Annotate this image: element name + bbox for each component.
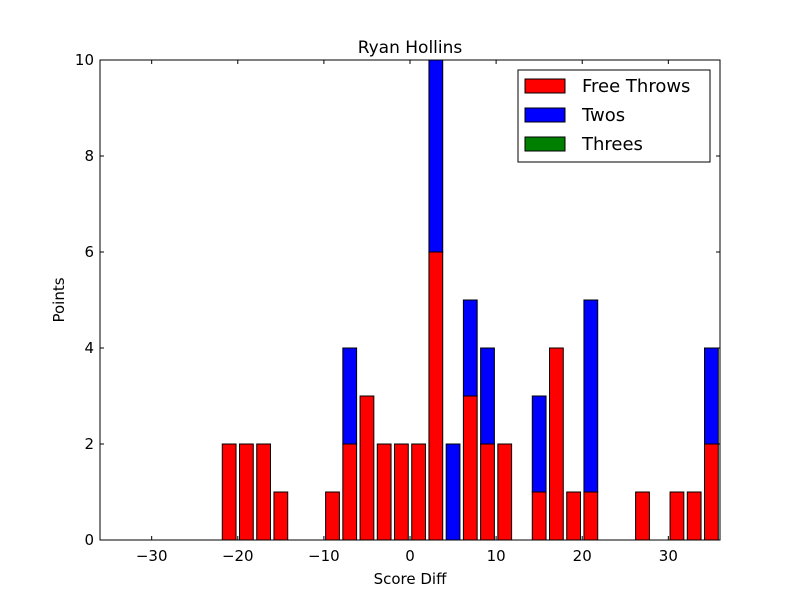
bar-twos: [428, 59, 444, 253]
bar-twos: [704, 347, 719, 445]
legend-swatch: [524, 136, 566, 152]
bar-free-throws: [583, 491, 599, 541]
bar-free-throws: [669, 491, 685, 541]
bar-free-throws: [221, 443, 237, 541]
x-tick-label: 20: [573, 547, 592, 565]
bar-twos: [342, 347, 358, 445]
y-tick-label: 8: [84, 147, 94, 165]
bar-free-throws: [635, 491, 650, 541]
bar-twos: [583, 299, 599, 493]
y-tick-label: 0: [84, 531, 94, 549]
y-axis-label: Points: [50, 277, 68, 322]
bar-free-throws: [566, 491, 582, 541]
bar-free-throws: [394, 443, 409, 541]
x-axis-ticks: −30 −20 −10 0 10 20 30: [136, 60, 678, 565]
bar-free-throws: [497, 443, 513, 541]
bar-free-throws: [325, 491, 340, 541]
legend-label: Free Throws: [582, 76, 690, 97]
bar-free-throws: [376, 443, 392, 541]
bar-free-throws: [480, 443, 495, 541]
legend-label: Twos: [581, 105, 625, 126]
bar-twos: [531, 395, 547, 493]
x-tick-label: −10: [308, 547, 340, 565]
x-tick-label: −20: [222, 547, 254, 565]
y-tick-label: 10: [75, 51, 94, 69]
y-tick-label: 4: [84, 339, 94, 357]
legend-swatch: [524, 107, 566, 123]
x-tick-label: 0: [405, 547, 415, 565]
bar-free-throws: [686, 491, 702, 541]
legend-label: Threes: [581, 134, 643, 155]
bar-free-throws: [273, 491, 289, 541]
bar-free-throws: [549, 347, 564, 541]
bar-twos: [445, 443, 461, 541]
y-axis-ticks: 0 2 4 6 8 10: [75, 51, 720, 549]
bar-free-throws: [342, 443, 358, 541]
bar-free-throws: [256, 443, 272, 541]
y-tick-label: 6: [84, 243, 94, 261]
bar-free-throws: [428, 251, 444, 541]
bar-free-throws: [462, 395, 478, 541]
x-tick-label: 30: [659, 547, 678, 565]
bar-twos: [462, 299, 478, 397]
x-axis-label: Score Diff: [374, 570, 447, 588]
bar-free-throws: [359, 395, 375, 541]
legend-swatch: [524, 78, 566, 94]
bar-free-throws: [531, 491, 547, 541]
bar-free-throws: [704, 443, 719, 541]
chart-title: Ryan Hollins: [358, 38, 463, 58]
bar-free-throws: [411, 443, 427, 541]
y-tick-label: 2: [84, 435, 94, 453]
bar-free-throws: [239, 443, 254, 541]
legend: Free Throws Twos Threes: [517, 69, 711, 163]
x-tick-label: 10: [487, 547, 506, 565]
bar-twos: [480, 347, 495, 445]
bars-layer: [221, 59, 719, 541]
x-tick-label: −30: [136, 547, 168, 565]
